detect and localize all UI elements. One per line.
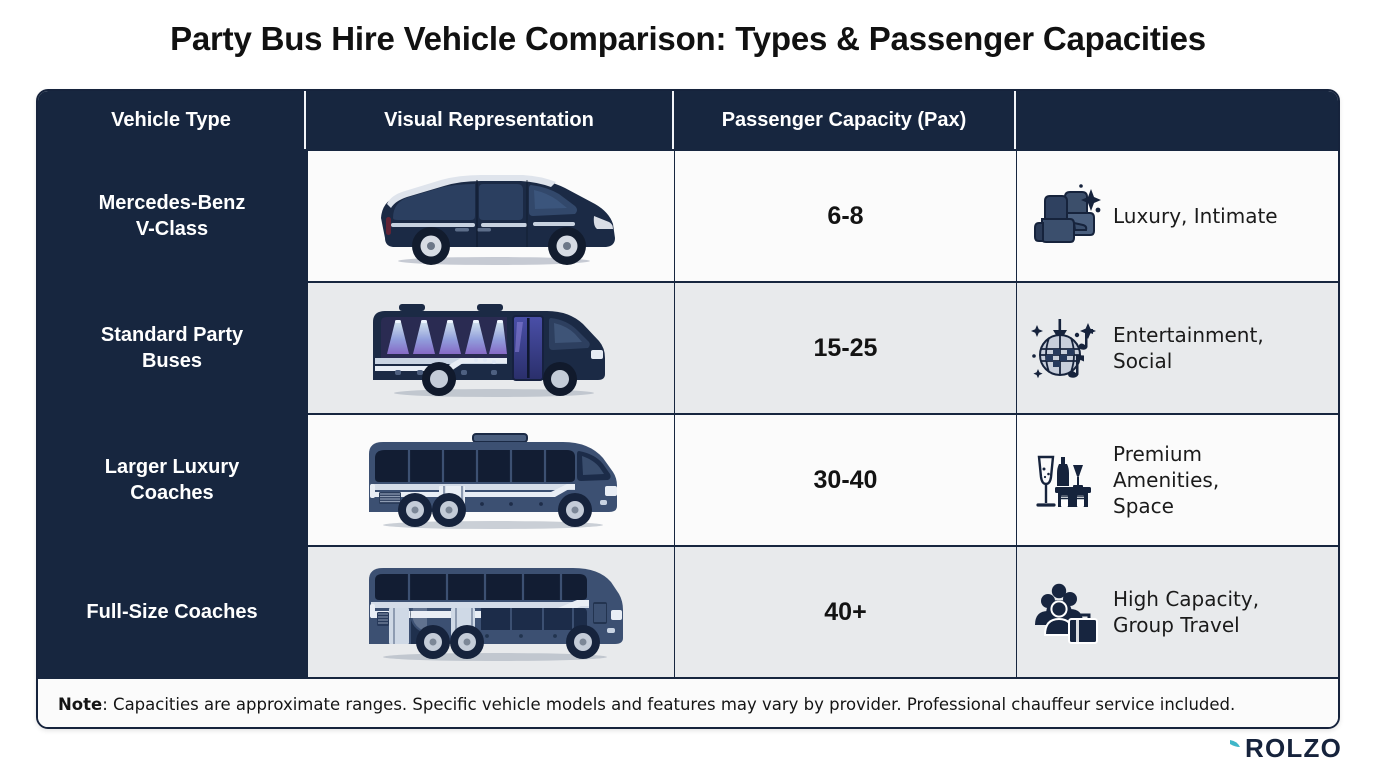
feature-cell: Luxury, Intimate [1016,151,1338,281]
vehicle-type-line-1: Mercedes-Benz [98,191,246,214]
double-decker-coach-icon [369,568,623,661]
luxury-seats-sparkle-icon [1029,179,1103,253]
vehicle-visual-cell [306,283,674,413]
vehicle-type-line-2: Coaches [130,482,214,504]
table-header-row: Vehicle Type Visual Representation Passe… [38,91,1338,149]
table-row: Mercedes-Benz V-Class [38,149,1338,281]
table-footer-note: Note: Capacities are approximate ranges.… [38,677,1338,727]
note-body: Capacities are approximate ranges. Speci… [113,694,1236,714]
table-header-passenger-capacity: Passenger Capacity (Pax) [674,91,1016,149]
vehicle-type-cell: Mercedes-Benz V-Class [38,151,306,281]
group-people-luggage-icon [1029,575,1103,649]
table-row: Standard Party Buses [38,281,1338,413]
brand-name: ROLZO [1245,733,1342,763]
table-header-features [1016,91,1338,149]
party-bus-icon [373,304,605,397]
vehicle-type-line-2: Buses [141,350,202,372]
luxury-coach-icon [369,433,617,529]
vehicle-type-line-2: V-Class [135,218,209,240]
vehicle-type-line-1: Standard Party [100,323,244,346]
table-body: Mercedes-Benz V-Class [38,149,1338,677]
vehicle-type-cell: Standard Party Buses [38,283,306,413]
champagne-bar-icon [1029,443,1103,517]
disco-ball-music-notes-icon [1029,311,1103,385]
vehicle-visual-cell [306,415,674,545]
table-row: Larger Luxury Coaches [38,413,1338,545]
feature-label: High Capacity, Group Travel [1113,587,1260,637]
capacity-cell: 40+ [674,547,1016,677]
feature-label: Entertainment, Social [1113,323,1264,373]
table-header-vehicle-type: Vehicle Type [38,91,306,149]
vehicle-visual-cell [306,547,674,677]
vehicle-visual-cell [306,151,674,281]
note-separator: : [102,694,114,714]
vehicle-type-line-1: Larger Luxury [104,455,240,478]
feature-cell: Entertainment, Social [1016,283,1338,413]
comparison-table: Vehicle Type Visual Representation Passe… [36,89,1340,729]
feature-cell: Premium Amenities, Space [1016,415,1338,545]
feature-label: Luxury, Intimate [1113,204,1278,228]
capacity-cell: 6-8 [674,151,1016,281]
vehicle-type-line-1: Full-Size Coaches [86,600,258,623]
table-header-visual-representation: Visual Representation [306,91,674,149]
mercedes-v-class-van-icon [381,175,615,265]
note-text: Note: Capacities are approximate ranges.… [58,695,1235,714]
capacity-cell: 30-40 [674,415,1016,545]
note-prefix: Note [58,694,103,714]
feature-label: Premium Amenities, Space [1113,442,1220,518]
capacity-cell: 15-25 [674,283,1016,413]
rolzo-accent-icon [1230,739,1240,747]
feature-cell: High Capacity, Group Travel [1016,547,1338,677]
page-title: Party Bus Hire Vehicle Comparison: Types… [170,20,1206,57]
vehicle-type-cell: Larger Luxury Coaches [38,415,306,545]
vehicle-type-cell: Full-Size Coaches [38,547,306,677]
brand-logo: ROLZO [1227,733,1342,764]
table-row: Full-Size Coaches [38,545,1338,677]
